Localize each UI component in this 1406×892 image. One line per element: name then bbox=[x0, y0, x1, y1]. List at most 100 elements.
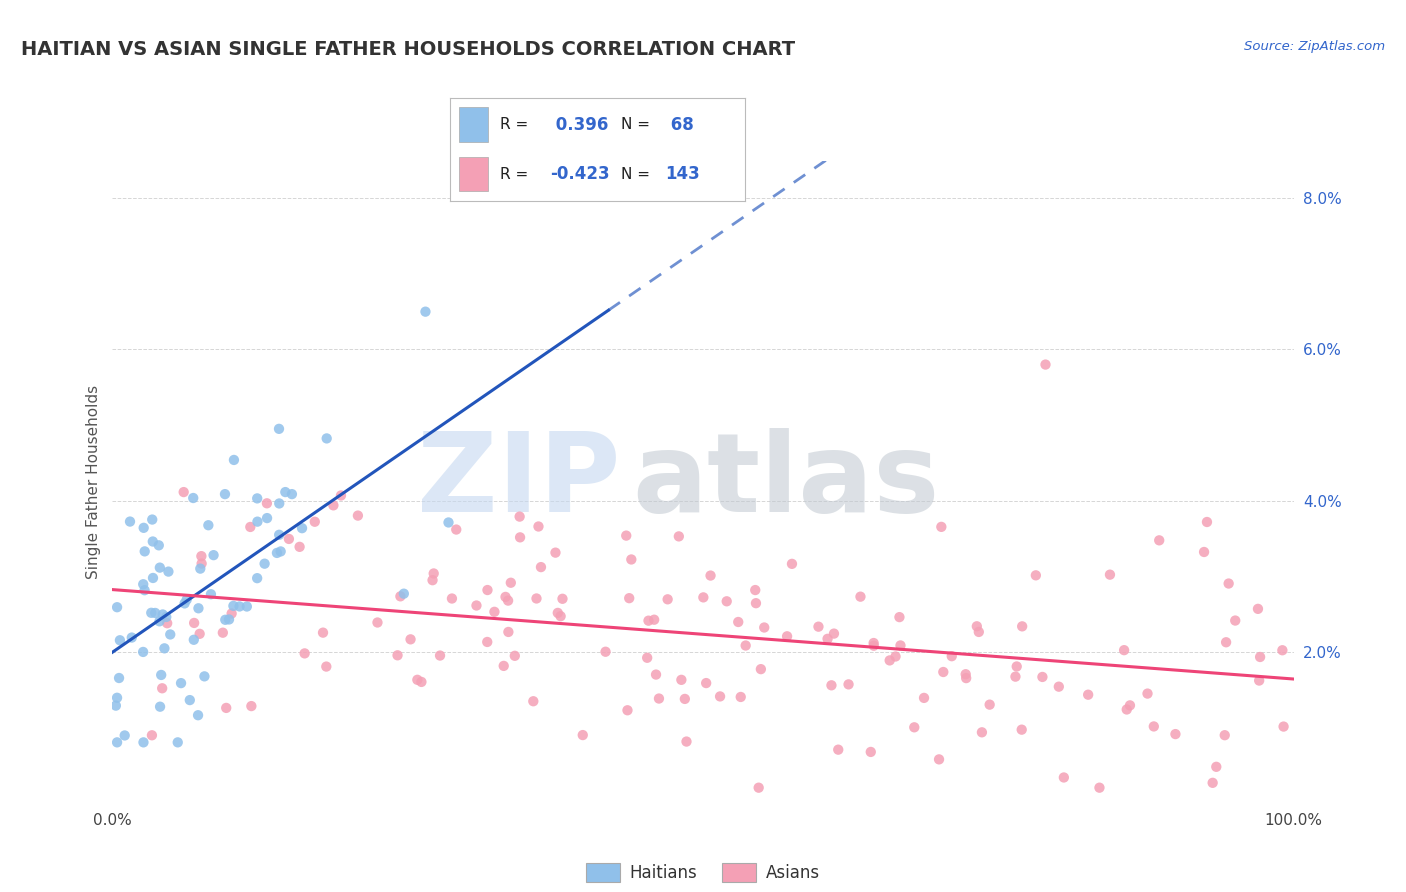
Point bbox=[399, 632, 422, 647]
Point bbox=[239, 520, 262, 534]
Point bbox=[477, 582, 499, 597]
Point bbox=[228, 599, 250, 614]
Point bbox=[941, 649, 963, 664]
Point bbox=[288, 540, 311, 554]
Point bbox=[214, 487, 236, 501]
Point bbox=[879, 653, 901, 667]
Point bbox=[1247, 602, 1270, 616]
Point bbox=[179, 693, 201, 707]
Point bbox=[291, 521, 314, 535]
Point bbox=[315, 659, 337, 673]
Point bbox=[645, 667, 668, 681]
Point bbox=[1136, 687, 1159, 701]
Point bbox=[884, 649, 907, 664]
Point bbox=[197, 518, 219, 533]
Point bbox=[526, 591, 548, 606]
Point bbox=[637, 614, 659, 628]
Point bbox=[776, 629, 799, 643]
Point bbox=[214, 613, 236, 627]
Text: R =: R = bbox=[501, 167, 529, 182]
Point bbox=[657, 592, 679, 607]
Point bbox=[616, 703, 638, 717]
Point bbox=[1025, 568, 1047, 582]
Point bbox=[859, 745, 882, 759]
Point bbox=[1249, 650, 1271, 665]
Point bbox=[498, 624, 520, 639]
Point bbox=[141, 512, 163, 526]
Point bbox=[932, 665, 955, 679]
Point bbox=[648, 691, 671, 706]
Point bbox=[619, 591, 641, 606]
Point bbox=[211, 625, 233, 640]
Point bbox=[477, 635, 499, 649]
Point bbox=[294, 646, 316, 660]
Point bbox=[246, 491, 269, 506]
Point bbox=[1218, 576, 1240, 591]
Point bbox=[183, 615, 205, 630]
Point bbox=[695, 676, 717, 690]
Point bbox=[1098, 567, 1121, 582]
Point bbox=[166, 735, 188, 749]
Point bbox=[148, 538, 170, 552]
Point bbox=[157, 565, 180, 579]
Point bbox=[1119, 698, 1142, 713]
Point bbox=[270, 544, 292, 558]
Point bbox=[838, 677, 860, 691]
Point bbox=[544, 546, 567, 560]
Point bbox=[820, 678, 842, 692]
Point bbox=[246, 571, 269, 585]
Point bbox=[903, 720, 925, 734]
Point bbox=[620, 552, 643, 566]
Point bbox=[1053, 771, 1076, 785]
Point bbox=[889, 610, 911, 624]
Point bbox=[1011, 619, 1033, 633]
Point bbox=[218, 612, 240, 626]
Point bbox=[108, 633, 131, 648]
Point bbox=[392, 587, 415, 601]
Point bbox=[173, 485, 195, 500]
Point bbox=[912, 690, 935, 705]
Text: HAITIAN VS ASIAN SINGLE FATHER HOUSEHOLDS CORRELATION CHART: HAITIAN VS ASIAN SINGLE FATHER HOUSEHOLD… bbox=[21, 40, 796, 59]
Point bbox=[304, 515, 326, 529]
Point bbox=[1272, 720, 1295, 734]
Text: N =: N = bbox=[621, 167, 650, 182]
Point bbox=[188, 561, 211, 575]
Point bbox=[132, 521, 155, 535]
Point bbox=[121, 631, 143, 645]
Point bbox=[330, 488, 353, 502]
Point bbox=[1205, 760, 1227, 774]
Point bbox=[1035, 358, 1057, 372]
Point bbox=[495, 590, 517, 604]
Point bbox=[928, 752, 950, 766]
Point bbox=[1271, 643, 1294, 657]
Point bbox=[780, 557, 803, 571]
Point bbox=[134, 544, 156, 558]
Point bbox=[387, 648, 409, 663]
Point bbox=[749, 662, 772, 676]
Point bbox=[222, 599, 245, 613]
Point bbox=[150, 668, 173, 682]
Point bbox=[1215, 635, 1237, 649]
Point bbox=[1115, 702, 1137, 716]
Point bbox=[730, 690, 752, 704]
Point bbox=[315, 431, 337, 445]
Point bbox=[246, 515, 269, 529]
Point bbox=[148, 615, 170, 629]
Point bbox=[1164, 727, 1187, 741]
Point bbox=[754, 620, 776, 634]
Point bbox=[571, 728, 593, 742]
Point bbox=[269, 528, 291, 542]
Point bbox=[643, 613, 665, 627]
Point bbox=[817, 632, 839, 646]
Point bbox=[1143, 719, 1166, 733]
Point bbox=[823, 626, 845, 640]
Point bbox=[215, 701, 238, 715]
Point bbox=[509, 509, 531, 524]
Point bbox=[142, 534, 165, 549]
Point bbox=[744, 582, 766, 597]
Point bbox=[190, 549, 212, 563]
Point bbox=[1004, 670, 1026, 684]
Point bbox=[105, 690, 128, 705]
Legend: Haitians, Asians: Haitians, Asians bbox=[579, 856, 827, 888]
Point bbox=[193, 669, 215, 683]
